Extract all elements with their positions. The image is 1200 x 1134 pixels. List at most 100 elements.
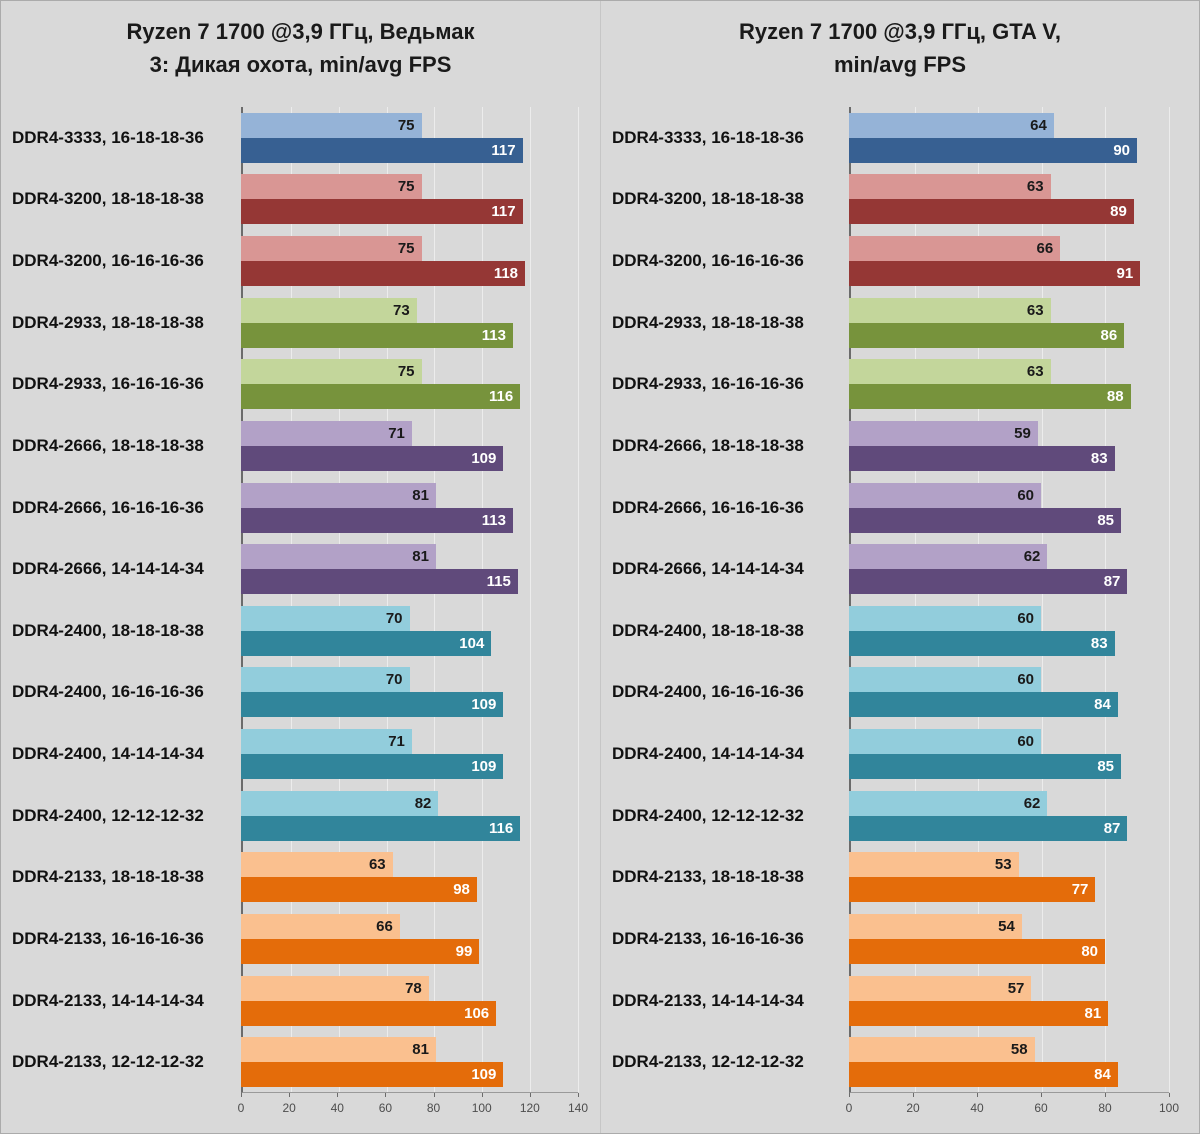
chart-row: DDR4-2933, 16-16-16-36 75 116 (1, 354, 600, 416)
min-fps-value: 75 (397, 116, 415, 134)
avg-fps-value: 113 (481, 511, 506, 529)
category-label: DDR4-2133, 14-14-14-34 (12, 990, 204, 1010)
min-fps-bar: 59 (849, 420, 1038, 446)
bar-pair: 53 77 (849, 852, 1169, 903)
avg-fps-value: 87 (1103, 819, 1121, 837)
x-axis-tick-mark (289, 1093, 291, 1097)
avg-fps-bar: 98 (241, 877, 477, 903)
category-label: DDR4-2933, 18-18-18-38 (612, 312, 804, 332)
bar-pair: 75 118 (241, 236, 578, 287)
min-fps-value: 62 (1023, 794, 1041, 812)
category-label: DDR4-2666, 16-16-16-36 (12, 497, 204, 517)
chart-row: DDR4-2666, 16-16-16-36 81 113 (1, 477, 600, 539)
avg-fps-value: 85 (1097, 758, 1114, 776)
min-fps-value: 81 (412, 548, 429, 566)
bar-pair: 54 80 (849, 913, 1169, 964)
avg-fps-value: 91 (1116, 265, 1134, 283)
min-fps-bar: 54 (849, 913, 1022, 939)
category-label: DDR4-3200, 18-18-18-38 (12, 189, 204, 209)
avg-fps-bar: 115 (241, 569, 518, 595)
min-fps-bar: 63 (241, 852, 393, 878)
chart-row: DDR4-2133, 16-16-16-36 54 80 (601, 908, 1199, 970)
avg-fps-bar: 118 (241, 261, 526, 287)
min-fps-bar: 66 (241, 913, 400, 939)
category-label: DDR4-2666, 14-14-14-34 (12, 559, 204, 579)
gridline (482, 107, 484, 1092)
avg-fps-value: 109 (471, 758, 497, 776)
x-axis-tick-label: 80 (1098, 1101, 1112, 1115)
avg-fps-bar: 116 (241, 815, 521, 841)
chart-rows: DDR4-3333, 16-18-18-36 75 117 DDR4-3200, 18… (1, 107, 600, 1093)
avg-fps-bar: 83 (849, 630, 1115, 656)
category-label: DDR4-2400, 12-12-12-32 (12, 805, 204, 825)
category-label: DDR4-2400, 16-16-16-36 (12, 682, 204, 702)
x-axis-tick-mark (529, 1093, 531, 1097)
avg-fps-bar: 109 (241, 1062, 504, 1088)
min-fps-bar: 71 (241, 420, 412, 446)
chart-row: DDR4-3200, 16-16-16-36 66 91 (601, 230, 1199, 292)
avg-fps-value: 84 (1094, 696, 1111, 714)
avg-fps-bar: 88 (849, 384, 1131, 410)
avg-fps-value: 104 (459, 634, 485, 652)
avg-fps-value: 81 (1084, 1004, 1102, 1022)
x-axis-tick-label: 40 (330, 1101, 344, 1115)
x-axis-tick-label: 120 (519, 1101, 540, 1115)
category-label: DDR4-2400, 14-14-14-34 (12, 744, 204, 764)
bar-pair: 57 81 (849, 975, 1169, 1026)
avg-fps-bar: 99 (241, 938, 480, 964)
bar-pair: 82 116 (241, 790, 578, 841)
min-fps-value: 66 (376, 917, 393, 935)
x-axis-tick-label: 140 (567, 1101, 589, 1115)
chart-row: DDR4-2933, 18-18-18-38 73 113 (1, 292, 600, 354)
axis-area: 0 20 40 60 80 100 120 140 (238, 1093, 588, 1133)
category-label: DDR4-3200, 16-16-16-36 (12, 251, 204, 271)
min-fps-bar: 66 (849, 236, 1061, 262)
category-label: DDR4-2666, 16-16-16-36 (612, 497, 804, 517)
min-fps-bar: 81 (241, 544, 436, 570)
chart-row: DDR4-2933, 16-16-16-36 63 88 (601, 354, 1199, 416)
x-axis-gtav: 0 20 40 60 80 100 (601, 1093, 1199, 1133)
min-fps-bar: 81 (241, 482, 436, 508)
avg-fps-value: 88 (1106, 388, 1124, 406)
avg-fps-bar: 109 (241, 692, 504, 718)
avg-fps-value: 98 (453, 881, 470, 899)
gridline (578, 107, 579, 1092)
x-axis-witcher3: 0 20 40 60 80 100 120 140 (1, 1093, 600, 1133)
avg-fps-bar: 85 (849, 507, 1121, 533)
bar-pair: 75 117 (241, 174, 578, 225)
category-label: DDR4-2133, 12-12-12-32 (612, 1052, 804, 1072)
category-label: DDR4-2400, 16-16-16-36 (612, 682, 804, 702)
avg-fps-value: 84 (1094, 1066, 1111, 1084)
x-axis-tick-mark (578, 1093, 579, 1097)
bar-pair: 70 104 (241, 605, 578, 656)
avg-fps-bar: 117 (241, 137, 523, 163)
min-fps-value: 75 (397, 178, 415, 196)
category-label: DDR4-2400, 18-18-18-38 (612, 620, 804, 640)
x-axis-tick-label: 40 (970, 1101, 984, 1115)
chart-row: DDR4-2666, 14-14-14-34 81 115 (1, 538, 600, 600)
gridline (386, 107, 388, 1092)
bar-pair: 66 99 (241, 913, 578, 964)
bar-pair: 73 113 (241, 297, 578, 348)
min-fps-bar: 78 (241, 975, 429, 1001)
avg-fps-value: 109 (471, 696, 497, 714)
chart-row: DDR4-2400, 12-12-12-32 82 116 (1, 785, 600, 847)
avg-fps-value: 87 (1103, 573, 1121, 591)
chart-plot-witcher3: DDR4-3333, 16-18-18-36 75 117 DDR4-3200, 18… (1, 107, 600, 1093)
min-fps-value: 60 (1017, 671, 1034, 689)
category-label: DDR4-2666, 18-18-18-38 (12, 435, 204, 455)
chart-row: DDR4-2400, 12-12-12-32 62 87 (601, 785, 1199, 847)
chart-row: DDR4-2666, 18-18-18-38 59 83 (601, 415, 1199, 477)
gridline (290, 107, 292, 1092)
min-fps-bar: 70 (241, 605, 410, 631)
chart-panel-witcher3: Ryzen 7 1700 @3,9 ГГц, Ведьмак 3: Дикая … (1, 1, 600, 1133)
avg-fps-bar: 90 (849, 137, 1137, 163)
min-fps-bar: 53 (849, 852, 1019, 878)
bar-pair: 58 84 (849, 1037, 1169, 1088)
bar-pair: 60 83 (849, 605, 1169, 656)
chart-title-line: 3: Дикая охота, min/avg FPS (149, 52, 452, 77)
chart-row: DDR4-2133, 18-18-18-38 53 77 (601, 847, 1199, 909)
x-axis-tick-label: 60 (1034, 1101, 1048, 1115)
min-fps-value: 60 (1017, 609, 1034, 627)
